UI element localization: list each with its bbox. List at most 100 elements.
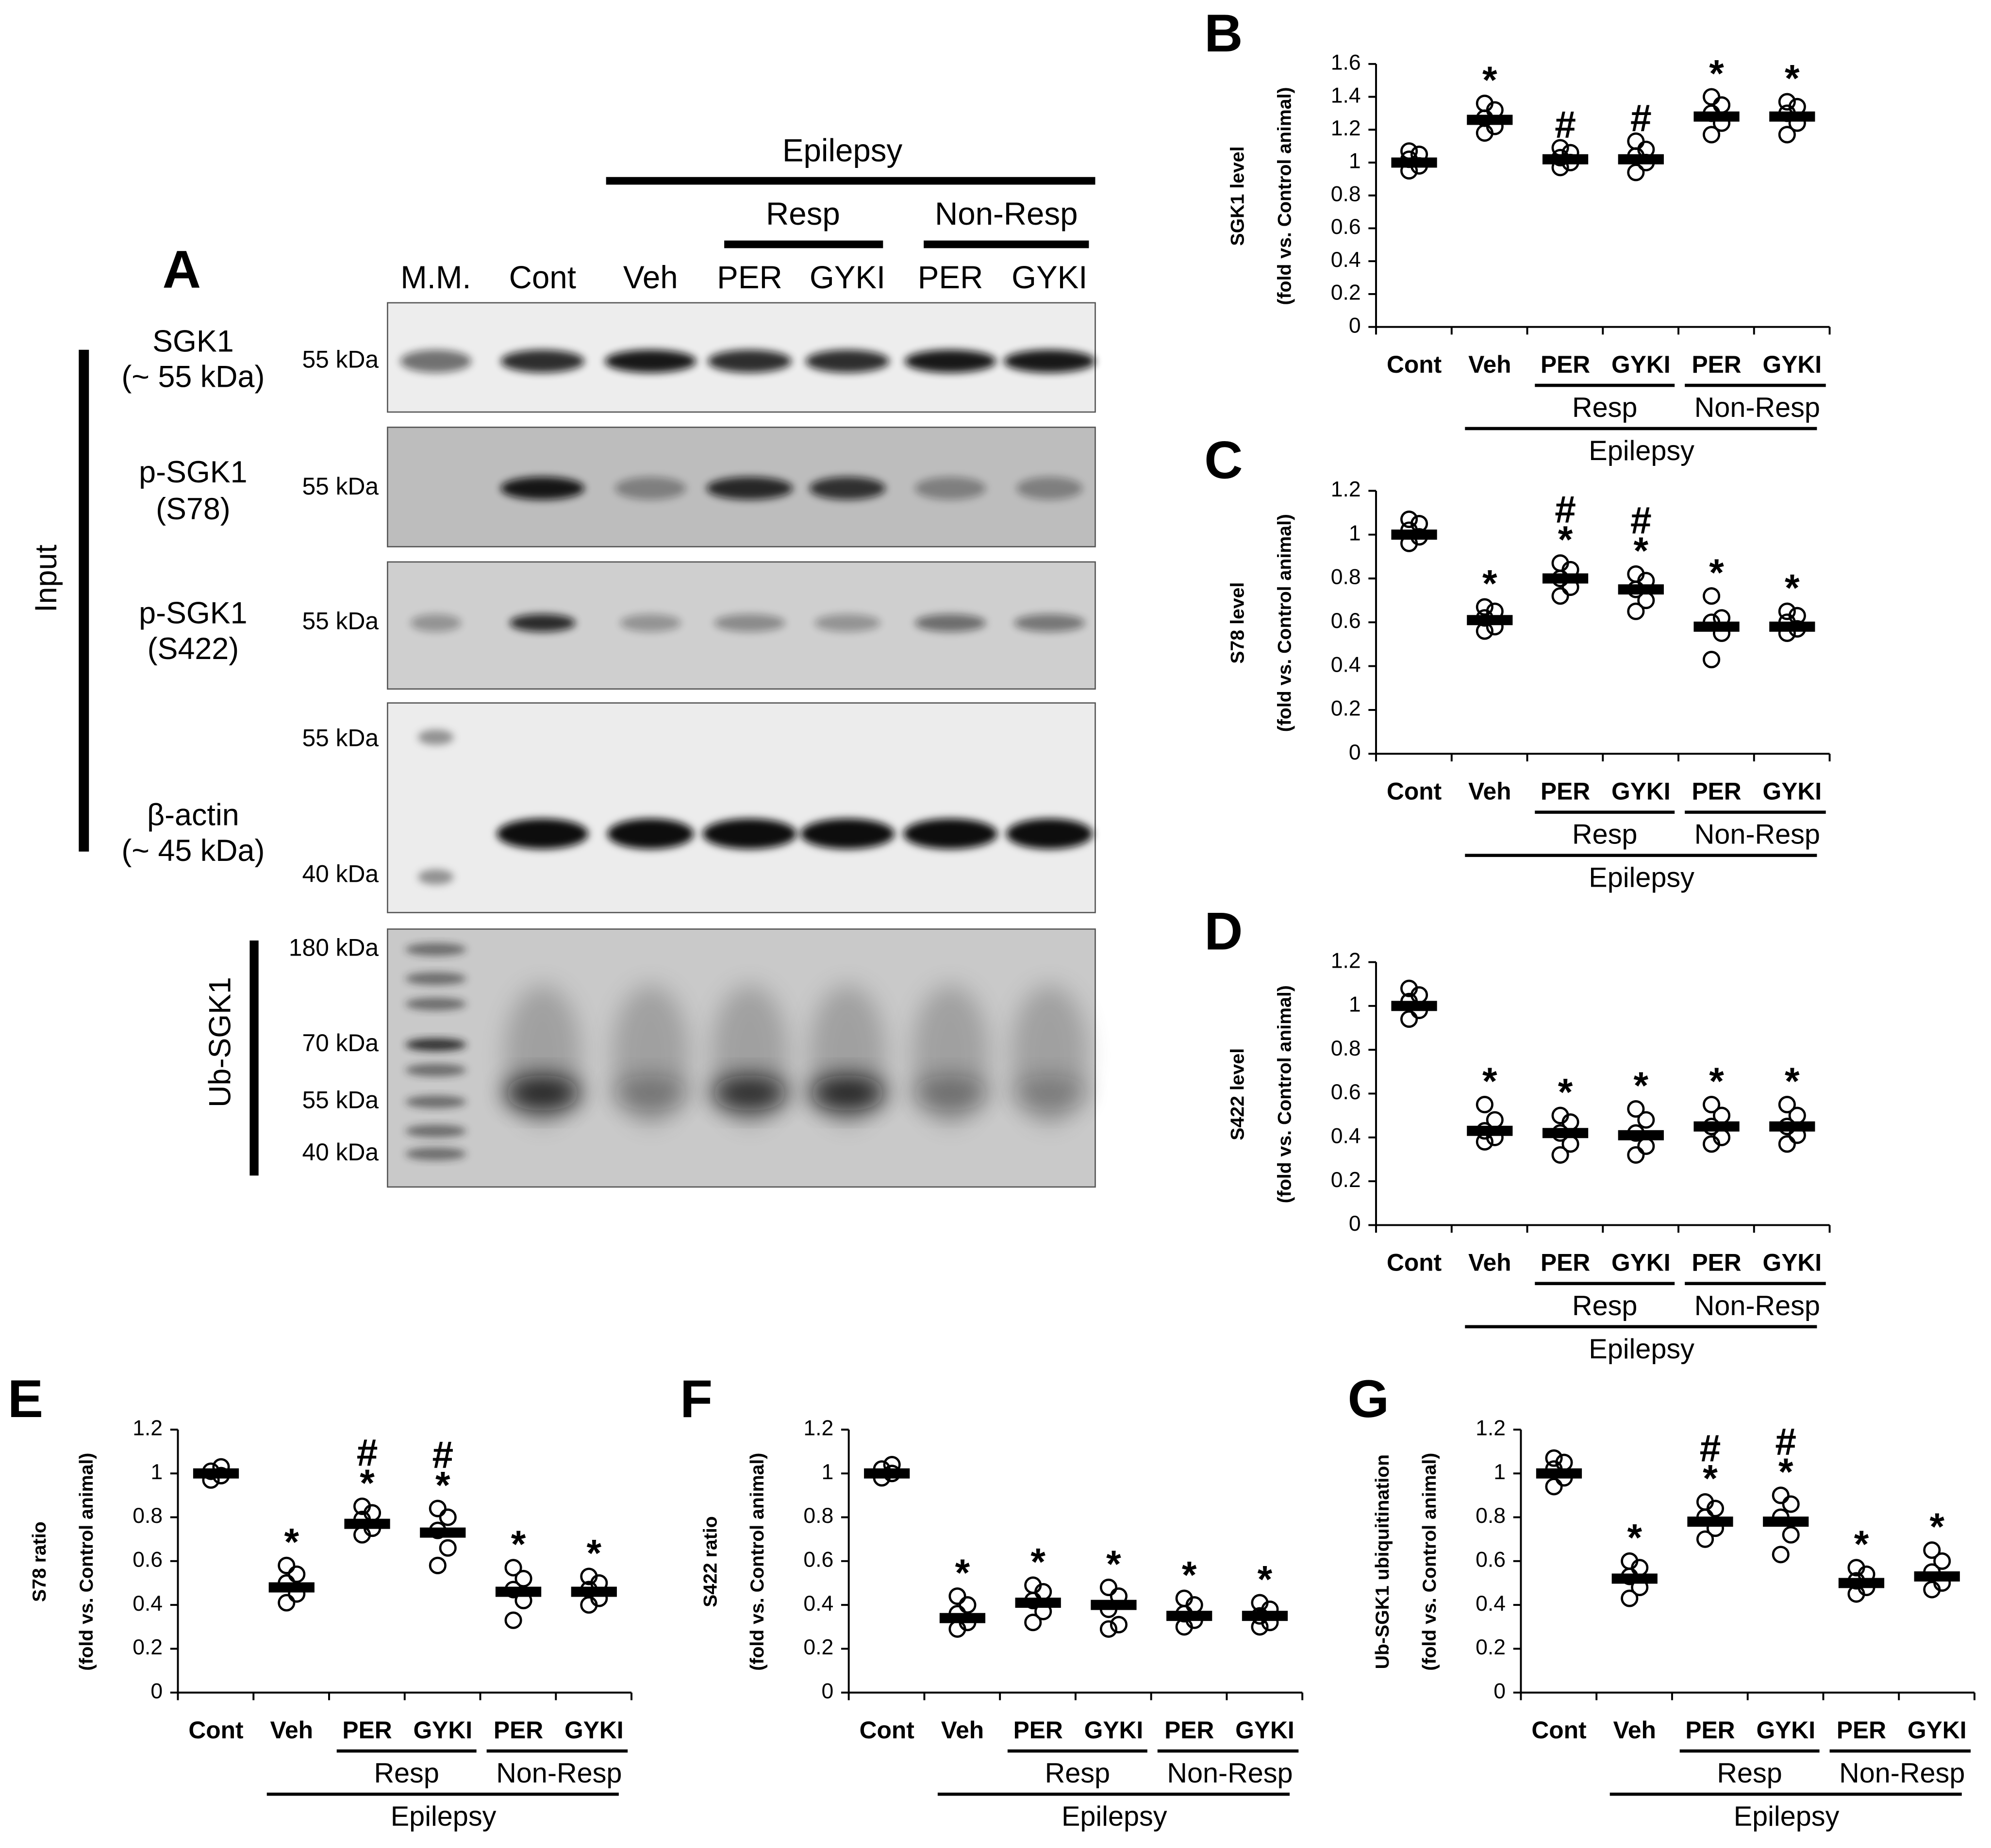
band — [708, 349, 792, 373]
band — [1006, 818, 1093, 849]
significance-marker: * — [284, 1521, 299, 1564]
data-point — [1712, 96, 1731, 114]
data-point — [278, 1556, 296, 1574]
band — [904, 349, 996, 373]
mean-bar — [1391, 1001, 1437, 1011]
significance-marker: * — [1703, 1457, 1718, 1500]
y-tick-label: 0.4 — [1331, 653, 1361, 676]
significance-marker: # — [1630, 97, 1652, 139]
y-tick-label: 0.2 — [133, 1635, 163, 1659]
data-point — [1627, 602, 1645, 620]
mean-bar — [1838, 1578, 1885, 1588]
group-label: Non-Resp — [935, 196, 1078, 231]
data-point — [1778, 1095, 1796, 1114]
blot-actin — [387, 702, 1096, 913]
significance-marker: # — [432, 1433, 453, 1476]
significance-marker: * — [1709, 1060, 1724, 1103]
significance-marker: # — [1775, 1420, 1796, 1463]
data-point — [1703, 650, 1721, 669]
mean-bar — [1693, 621, 1740, 632]
y-axis-label: (fold vs. Control animal) — [76, 1452, 97, 1670]
x-tick-label: Cont — [860, 1716, 914, 1744]
mean-bar — [1391, 157, 1437, 168]
y-tick-label: 0.2 — [803, 1635, 833, 1659]
y-tick-label: 0.8 — [1331, 1037, 1361, 1060]
row-label: p-SGK1 — [139, 455, 247, 489]
y-tick-label: 1.2 — [1476, 1417, 1506, 1440]
mean-bar — [1542, 573, 1589, 584]
group-label: Epilepsy — [1589, 862, 1694, 893]
group-label: Resp — [1572, 392, 1637, 423]
y-tick-label: 0 — [821, 1679, 833, 1703]
x-tick-label: GYKI — [1763, 1249, 1822, 1276]
data-point — [1772, 1486, 1790, 1504]
band — [805, 349, 890, 373]
group-label: Epilepsy — [1062, 1801, 1167, 1832]
band — [702, 818, 797, 849]
data-point — [1703, 88, 1721, 106]
mean-bar — [1015, 1598, 1061, 1608]
data-point — [1551, 1106, 1569, 1124]
y-axis-label: (fold vs. Control animal) — [1274, 985, 1295, 1203]
group-label: Resp — [766, 196, 840, 231]
smear — [912, 1075, 989, 1111]
x-tick-label: GYKI — [564, 1716, 624, 1744]
mean-bar — [1769, 111, 1815, 122]
x-tick-label: GYKI — [414, 1716, 473, 1744]
data-point — [504, 1559, 522, 1577]
mean-bar — [864, 1468, 910, 1479]
y-axis-label: Ub-SGK1 ubiquitination — [1372, 1454, 1393, 1669]
mean-bar — [193, 1468, 239, 1479]
ladder-band — [405, 1063, 466, 1077]
group-label: Non-Resp — [1839, 1758, 1965, 1789]
data-point — [429, 1500, 447, 1518]
row-label: (~ 55 kDa) — [121, 360, 265, 394]
row-label: (~ 45 kDa) — [121, 834, 265, 868]
data-point — [288, 1565, 306, 1583]
y-axis-label: SGK1 level — [1227, 146, 1248, 246]
lane-label: M.M. — [400, 260, 471, 295]
y-axis-label: (fold vs. Control animal) — [1274, 514, 1295, 732]
data-point — [1476, 598, 1493, 616]
data-point — [1024, 1614, 1042, 1632]
band — [809, 477, 886, 500]
data-point — [948, 1587, 966, 1605]
data-point — [1637, 1111, 1655, 1129]
data-point — [1175, 1589, 1193, 1607]
significance-marker: * — [1182, 1553, 1197, 1596]
x-tick-label: Cont — [1387, 778, 1442, 805]
significance-marker: * — [1482, 1060, 1497, 1103]
data-point — [1099, 1578, 1118, 1597]
group-label: Non-Resp — [1167, 1758, 1293, 1789]
mean-bar — [268, 1582, 315, 1593]
band — [914, 477, 986, 500]
panel-letter: F — [680, 1369, 713, 1429]
y-tick-label: 1 — [1349, 521, 1361, 545]
y-tick-label: 1 — [1493, 1460, 1506, 1484]
significance-marker: * — [1258, 1558, 1273, 1600]
data-point — [1637, 1137, 1655, 1155]
band — [497, 818, 589, 849]
band — [607, 818, 694, 849]
band — [410, 614, 462, 632]
y-tick-label: 1 — [1349, 993, 1361, 1017]
x-tick-label: GYKI — [1611, 351, 1671, 378]
lane-label: GYKI — [810, 260, 885, 295]
band — [814, 614, 881, 632]
x-tick-label: Veh — [1468, 778, 1511, 805]
data-point — [1476, 1095, 1493, 1114]
data-point — [278, 1594, 296, 1612]
kda-label: 70 kDa — [302, 1029, 379, 1056]
band — [1004, 349, 1095, 373]
mean-bar — [1536, 1468, 1582, 1479]
mean-bar — [1611, 1573, 1658, 1584]
ladder-band — [418, 729, 454, 745]
mean-bar — [495, 1586, 542, 1597]
mean-bar — [1166, 1611, 1212, 1621]
data-point — [1703, 587, 1721, 605]
x-tick-label: Veh — [1468, 1249, 1511, 1276]
y-axis-label: S78 level — [1227, 582, 1248, 664]
mean-bar — [1618, 584, 1664, 595]
y-tick-label: 0.8 — [133, 1504, 163, 1528]
